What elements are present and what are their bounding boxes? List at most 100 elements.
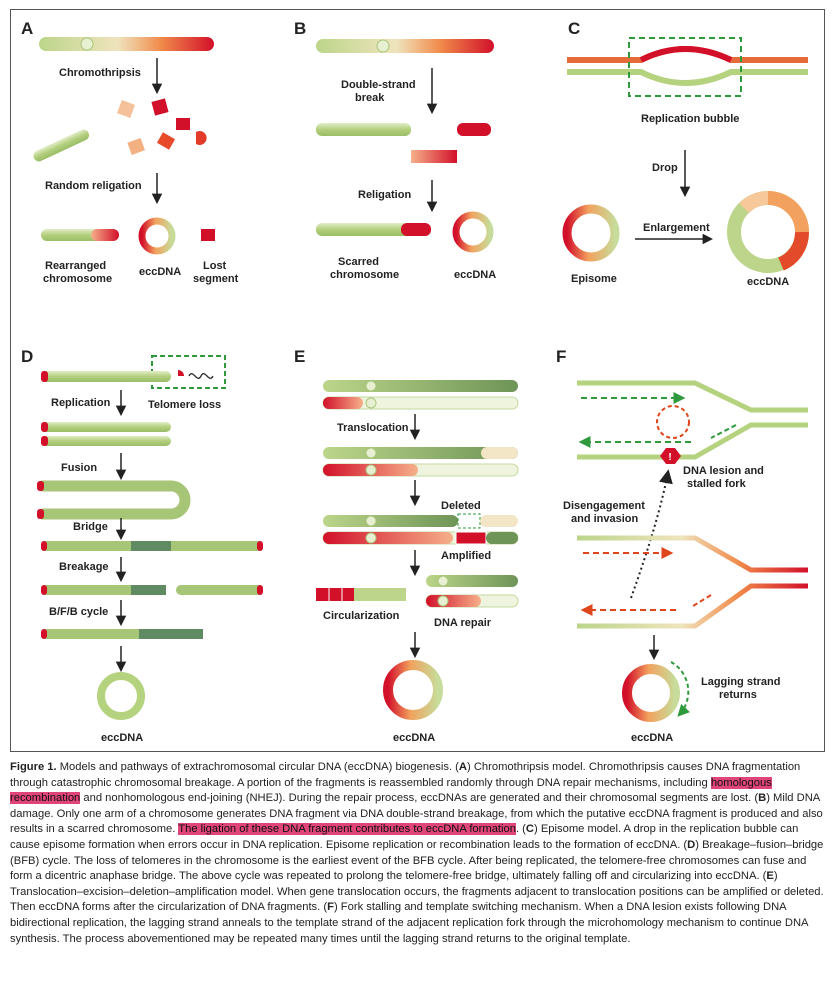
highlight: The ligation of these DNA fragment contr… bbox=[178, 823, 516, 836]
centromere bbox=[80, 37, 94, 51]
label: eccDNA bbox=[393, 732, 435, 744]
caption-text: and nonhomologous end-joining (NHEJ). Du… bbox=[80, 792, 759, 805]
chromosome-pair-1 bbox=[322, 380, 519, 410]
caption-text: ) Translocation–excision–deletion–amplif… bbox=[10, 870, 824, 914]
caption-text: ) Breakage–fusion–bridge (BFB) cycle. Th… bbox=[10, 838, 824, 883]
label: Rearranged bbox=[45, 260, 106, 272]
label: Double-strand bbox=[341, 79, 416, 91]
bfb-chromosome bbox=[41, 629, 203, 639]
replication-bubble-strands bbox=[567, 46, 808, 86]
fragment bbox=[457, 123, 491, 136]
label: DNA lesion and bbox=[683, 465, 764, 477]
figure-caption: Figure 1. Models and pathways of extrach… bbox=[10, 760, 825, 947]
lesion-icon: ! bbox=[660, 448, 681, 464]
chromothripsis-label: Chromothripsis bbox=[59, 67, 141, 79]
centromere bbox=[376, 39, 390, 53]
chromosome-pair-3 bbox=[322, 513, 519, 545]
panel-label-f: F bbox=[556, 347, 566, 366]
label: eccDNA bbox=[101, 732, 143, 744]
random-religation-label: Random religation bbox=[45, 180, 142, 192]
caption-text: ) Episome model. A drop in the replicati… bbox=[10, 823, 799, 851]
label: chromosome bbox=[330, 269, 399, 281]
eccdna-ring bbox=[622, 664, 680, 722]
figure-number: Figure 1. bbox=[10, 761, 57, 773]
eccdna-ring bbox=[452, 211, 494, 253]
repaired-chromosomes bbox=[425, 575, 519, 608]
label: eccDNA bbox=[747, 276, 789, 288]
label: Scarred bbox=[338, 256, 379, 268]
label: Episome bbox=[571, 273, 617, 285]
label: Translocation bbox=[337, 422, 409, 434]
label: segment bbox=[193, 273, 239, 285]
eccdna-ring bbox=[97, 672, 145, 720]
label: Replication bubble bbox=[641, 113, 739, 125]
label: Circularization bbox=[323, 610, 400, 622]
label: eccDNA bbox=[139, 266, 181, 278]
episome-ring bbox=[562, 204, 620, 262]
panel-label-d: D bbox=[21, 347, 33, 366]
label: Breakage bbox=[59, 561, 109, 573]
panel-label-a: A bbox=[21, 19, 33, 38]
bridge-chromosome bbox=[41, 541, 263, 551]
label: stalled fork bbox=[687, 478, 747, 490]
label: Fusion bbox=[61, 462, 97, 474]
label: eccDNA bbox=[454, 269, 496, 281]
broken-chromosomes bbox=[41, 585, 263, 595]
panel-label-e: E bbox=[294, 347, 305, 366]
label: Disengagement bbox=[563, 500, 645, 512]
caption-text: ) Fork stalling and template switching m… bbox=[10, 901, 808, 945]
fragments bbox=[33, 98, 207, 162]
label: break bbox=[355, 92, 385, 104]
caption-text: ) Mild DNA damage. Only one arm of a chr… bbox=[10, 792, 823, 836]
replicated-chromosomes bbox=[41, 422, 171, 446]
label: Replication bbox=[51, 397, 111, 409]
scarred-chromosome bbox=[316, 223, 431, 236]
label: Enlargement bbox=[643, 222, 710, 234]
label: Drop bbox=[652, 162, 678, 174]
figure-panel: A Chromothripsis Random religation Rearr… bbox=[10, 9, 825, 752]
invasion-arrow bbox=[630, 469, 673, 599]
label: Lost bbox=[203, 260, 227, 272]
caption-ref: A bbox=[458, 761, 468, 773]
panel-label-b: B bbox=[294, 19, 306, 38]
panel-label-c: C bbox=[568, 19, 580, 38]
caption-ref: C bbox=[525, 823, 534, 836]
chromosome-arm bbox=[316, 123, 411, 136]
caption-text: Models and pathways of extrachromosomal … bbox=[56, 761, 459, 773]
label: Lagging strand bbox=[701, 676, 780, 688]
label: Religation bbox=[358, 189, 411, 201]
eccdna-ring bbox=[383, 660, 443, 720]
label: Bridge bbox=[73, 521, 108, 533]
label: DNA repair bbox=[434, 617, 492, 629]
caption-text: ) Chromothripsis model. Chromothripsis c… bbox=[10, 761, 801, 789]
chromosome bbox=[39, 37, 214, 51]
caption-ref: F bbox=[327, 901, 334, 914]
label: Deleted bbox=[441, 500, 481, 512]
chromosome bbox=[41, 371, 171, 382]
caption-ref: E bbox=[766, 870, 774, 883]
label: Telomere loss bbox=[148, 399, 221, 411]
caption-ref: D bbox=[687, 838, 696, 851]
eccdna-ring-large bbox=[727, 191, 809, 273]
bubble-box bbox=[628, 37, 742, 97]
chromosome-pair-2 bbox=[322, 447, 519, 477]
circularization-fragment bbox=[316, 588, 406, 601]
fused-chromosome bbox=[37, 480, 191, 520]
figure-diagram: A Chromothripsis Random religation Rearr… bbox=[21, 19, 809, 744]
return-arrow bbox=[670, 661, 690, 717]
lost-segment bbox=[201, 229, 215, 241]
label: and invasion bbox=[571, 513, 639, 525]
chromosome bbox=[316, 39, 494, 53]
rearranged-chromosome bbox=[41, 229, 119, 241]
caption-text: . ( bbox=[515, 823, 526, 836]
label: B/F/B cycle bbox=[49, 606, 108, 618]
lower-fork bbox=[577, 535, 808, 629]
fragment bbox=[411, 150, 457, 163]
upper-fork bbox=[577, 380, 808, 460]
caption-ref: B bbox=[758, 792, 767, 805]
telomere bbox=[41, 371, 48, 382]
eccdna-ring bbox=[138, 217, 176, 255]
svg-text:!: ! bbox=[668, 452, 671, 463]
label: returns bbox=[719, 689, 757, 701]
label: chromosome bbox=[43, 273, 112, 285]
